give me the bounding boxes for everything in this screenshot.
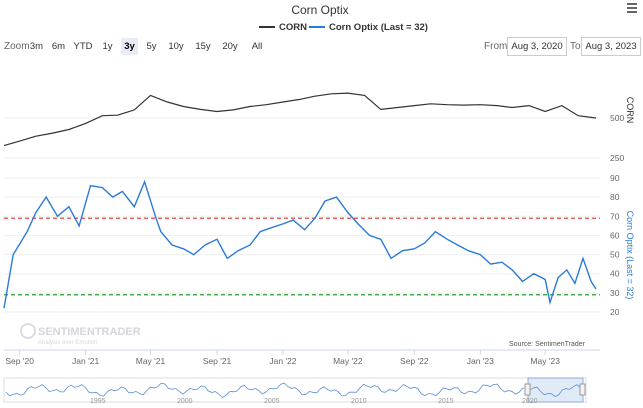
x-axis-ticks: Sep '20 Jan '21 May '21 Sep '21 Jan '22 May '… xyxy=(5,350,560,366)
zoom-button-20y[interactable]: 20y xyxy=(222,41,238,52)
navigator-year-label: 2005 xyxy=(264,398,280,405)
to-date-input[interactable]: Aug 3, 2023 xyxy=(581,37,641,56)
navigator-selected-range[interactable] xyxy=(527,377,584,403)
x-tick-label: May '21 xyxy=(136,356,166,366)
corn-optix-series-line[interactable] xyxy=(3,179,597,309)
price-pane: 500 250 CORN xyxy=(3,92,635,163)
navigator-series-line xyxy=(5,382,585,399)
corn-axis-title: CORN xyxy=(625,97,635,124)
legend-label-corn: CORN xyxy=(279,22,307,33)
navigator-background xyxy=(3,377,587,403)
optix-y-tick-label: 30 xyxy=(610,288,620,298)
corn-series-line[interactable] xyxy=(3,92,597,147)
optix-y-tick-label: 80 xyxy=(610,192,620,202)
x-tick-label: Sep '21 xyxy=(203,356,232,366)
navigator-year-label: 2010 xyxy=(351,398,367,405)
navigator-right-handle[interactable] xyxy=(579,383,586,396)
zoom-button-15y[interactable]: 15y xyxy=(195,41,211,52)
watermark-logo-icon xyxy=(20,323,36,339)
sentimentrader-watermark: SENTIMENTRADER Analysis over Emotion xyxy=(20,323,141,346)
hamburger-menu-icon[interactable] xyxy=(627,3,637,13)
from-label: From xyxy=(484,41,508,52)
optix-axis-title: Corn Optix (Last = 32) xyxy=(625,211,635,300)
watermark-brand: SENTIMENTRADER xyxy=(38,326,141,338)
navigator-year-labels: 1995 2000 2005 2010 2015 2020 xyxy=(90,398,538,405)
chart-title: Corn Optix xyxy=(291,3,348,17)
x-tick-label: Sep '20 xyxy=(5,356,34,366)
x-tick-label: Sep '22 xyxy=(400,356,429,366)
zoom-button-5y[interactable]: 5y xyxy=(146,41,157,52)
x-tick-label: Jan '21 xyxy=(72,356,99,366)
from-date-input[interactable]: Aug 3, 2020 xyxy=(507,37,567,56)
to-label: To xyxy=(570,41,581,52)
navigator-year-label: 1995 xyxy=(90,398,106,405)
navigator-year-label: 2000 xyxy=(177,398,193,405)
zoom-button-3m[interactable]: 3m xyxy=(29,41,44,52)
x-tick-label: May '22 xyxy=(333,356,363,366)
x-tick-label: Jan '22 xyxy=(269,356,296,366)
watermark-tagline: Analysis over Emotion xyxy=(38,340,97,346)
optix-y-tick-label: 60 xyxy=(610,230,620,240)
optix-y-tick-label: 20 xyxy=(610,307,620,317)
legend: CORN Corn Optix (Last = 32) xyxy=(259,22,428,33)
zoom-label: Zoom xyxy=(4,41,30,52)
navigator-year-label: 2015 xyxy=(438,398,454,405)
zoom-button-6m[interactable]: 6m xyxy=(51,41,66,52)
optix-y-ticks: 20 30 40 50 60 70 80 90 xyxy=(610,173,620,317)
x-tick-label: May '23 xyxy=(530,356,560,366)
zoom-button-ytd[interactable]: YTD xyxy=(73,41,93,52)
x-tick-label: Jan '23 xyxy=(467,356,494,366)
legend-label-corn-optix: Corn Optix (Last = 32) xyxy=(329,22,428,33)
optix-y-tick-label: 50 xyxy=(610,250,620,260)
optix-y-tick-label: 70 xyxy=(610,211,620,221)
optix-y-tick-label: 90 xyxy=(610,173,620,183)
zoom-button-10y[interactable]: 10y xyxy=(168,41,184,52)
legend-item-corn[interactable]: CORN xyxy=(259,22,307,33)
navigator-left-handle[interactable] xyxy=(524,383,531,396)
corn-y-tick-label: 500 xyxy=(610,113,624,123)
source-credit: Source: SentimenTrader xyxy=(509,341,586,348)
optix-y-tick-label: 40 xyxy=(610,269,620,279)
navigator[interactable]: 1995 2000 2005 2010 2015 2020 xyxy=(3,377,587,405)
legend-item-corn-optix[interactable]: Corn Optix (Last = 32) xyxy=(309,22,428,33)
zoom-button-all[interactable]: All xyxy=(251,41,263,52)
optix-gridlines xyxy=(4,177,600,313)
zoom-button-1y[interactable]: 1y xyxy=(102,41,113,52)
corn-y-tick-label: 250 xyxy=(610,153,624,163)
navigator-year-label: 2020 xyxy=(522,398,538,405)
zoom-button-3y[interactable]: 3y xyxy=(121,38,138,55)
